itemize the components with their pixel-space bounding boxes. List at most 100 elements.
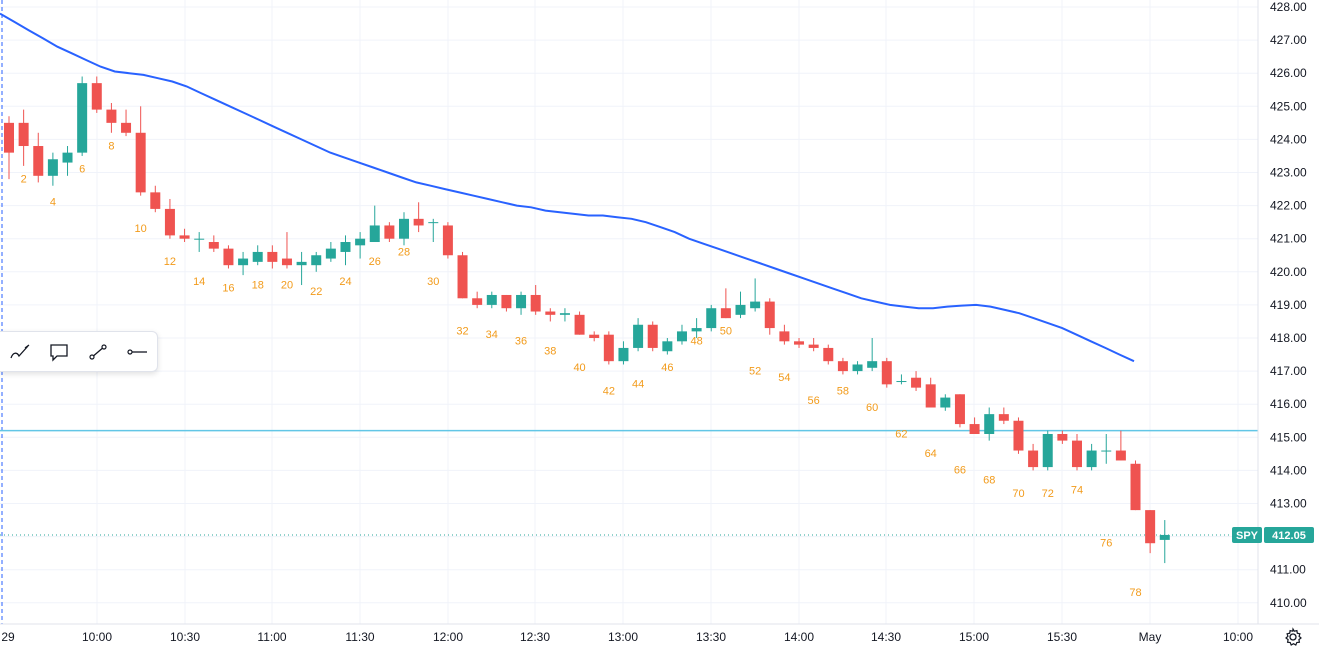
horizontal-ray-icon	[126, 348, 147, 355]
candle	[135, 106, 146, 196]
candle-body	[969, 424, 980, 434]
price-axis[interactable]: 428.00 427.00 426.00 425.00 424.00 423.00 422.…	[1270, 0, 1307, 610]
bar-count-label: 72	[1042, 488, 1054, 500]
candle-body	[4, 122, 14, 153]
bar-count-label: 14	[193, 276, 205, 288]
candle	[1159, 520, 1170, 564]
candle-body	[1159, 534, 1170, 540]
y-tick-label: 421.00	[1270, 232, 1307, 246]
candle	[1028, 443, 1039, 471]
candle	[121, 109, 132, 137]
candle	[691, 318, 702, 338]
candle	[355, 232, 366, 259]
candle	[194, 232, 205, 252]
candle	[208, 235, 219, 252]
candle	[223, 245, 234, 269]
candle-body	[676, 331, 687, 342]
candle	[574, 311, 585, 335]
bar-count-label: 78	[1129, 587, 1141, 599]
bar-count-label: 8	[108, 140, 114, 152]
x-tick-label: 13:00	[608, 630, 638, 644]
candle-body	[794, 341, 805, 345]
bar-count-label: 40	[573, 362, 585, 374]
candle	[325, 242, 336, 262]
horizontal-ray-tool-button[interactable]	[117, 332, 156, 371]
bar-count-label: 68	[983, 475, 995, 487]
candle	[969, 417, 980, 434]
time-axis[interactable]: 29 10:00 10:30 11:00 11:30 12:00 12:30 13:00 13:…	[1, 630, 1253, 644]
candles-group	[4, 76, 1170, 564]
candle	[530, 285, 541, 315]
candle-body	[413, 218, 424, 226]
bar-count-label: 30	[427, 276, 439, 288]
candle	[779, 324, 790, 345]
x-tick-label: 10:00	[82, 630, 112, 644]
candle-body	[33, 146, 44, 176]
candle-body	[837, 361, 848, 372]
bar-count-label: 46	[661, 362, 673, 374]
y-tick-label: 414.00	[1270, 463, 1307, 477]
candle-body	[1115, 450, 1126, 461]
candle	[486, 291, 497, 309]
candle-body	[662, 341, 673, 352]
last-price-badges: SPY 412.05	[1232, 526, 1314, 543]
x-tick-label: 10:00	[1223, 630, 1253, 644]
candle-body	[179, 235, 190, 239]
bar-count-label: 36	[515, 336, 527, 348]
trend-line-tool-button[interactable]	[78, 332, 117, 371]
candle-body	[911, 377, 922, 388]
bar-count-label: 34	[486, 329, 498, 341]
candle-body	[1101, 450, 1112, 452]
y-tick-label: 420.00	[1270, 265, 1307, 279]
candle-body	[633, 324, 644, 348]
candle-body	[399, 218, 410, 239]
candle-body	[208, 242, 219, 249]
x-tick-label: 14:30	[871, 630, 901, 644]
candle	[179, 228, 190, 243]
candle-body	[296, 261, 307, 266]
settings-gear-button[interactable]	[1282, 626, 1304, 648]
candle-body	[442, 225, 453, 256]
candle	[33, 132, 44, 183]
candle-body	[984, 414, 995, 434]
candle-body	[1057, 433, 1068, 441]
candle	[852, 361, 863, 375]
candle	[516, 291, 527, 315]
candle	[311, 251, 322, 272]
candle	[735, 291, 746, 319]
candle-body	[472, 298, 483, 305]
candle-body	[1013, 420, 1024, 451]
bar-count-label: 50	[720, 326, 732, 338]
candle-body	[779, 331, 790, 342]
candle	[837, 357, 848, 375]
last-price-badge	[1264, 526, 1314, 543]
candle	[676, 324, 687, 345]
y-tick-label: 427.00	[1270, 33, 1307, 47]
candle-body	[62, 152, 73, 163]
candle	[618, 341, 629, 365]
y-tick-label: 423.00	[1270, 166, 1307, 180]
candle-body	[223, 248, 234, 266]
y-tick-label: 415.00	[1270, 430, 1307, 444]
chart-grid	[0, 0, 1258, 624]
candle-body	[954, 394, 965, 425]
x-tick-label: 10:30	[170, 630, 200, 644]
candle-body	[501, 294, 512, 309]
symbol-badge	[1232, 526, 1262, 543]
candle	[267, 245, 278, 269]
x-tick-label: 12:00	[433, 630, 463, 644]
candle	[457, 251, 468, 299]
brush-tool-button[interactable]	[0, 332, 39, 371]
bar-count-label: 32	[456, 326, 468, 338]
y-tick-label: 410.00	[1270, 596, 1307, 610]
candle-body	[47, 159, 58, 176]
comment-tool-button[interactable]	[39, 332, 78, 371]
candle	[413, 202, 424, 233]
comment-icon	[49, 343, 68, 362]
candle	[399, 212, 410, 246]
candle-body	[121, 122, 132, 133]
candle	[823, 344, 834, 365]
candle-body	[340, 242, 351, 252]
x-tick-label: 15:30	[1047, 630, 1077, 644]
